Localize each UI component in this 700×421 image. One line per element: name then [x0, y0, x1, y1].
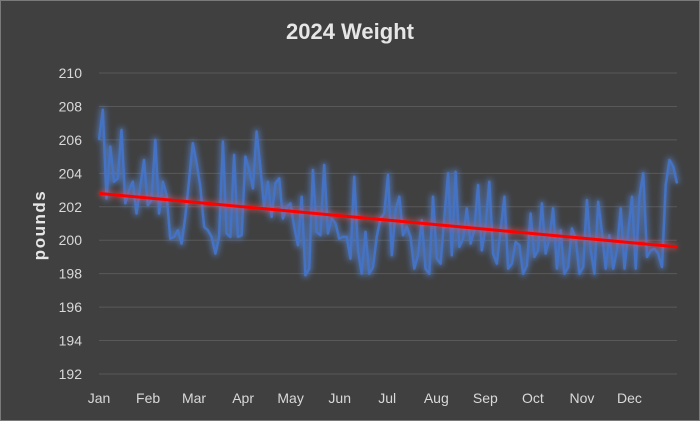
x-tick-label: Apr — [232, 390, 254, 406]
x-tick-label: Mar — [182, 390, 206, 406]
y-tick-label: 206 — [59, 132, 83, 148]
x-tick-labels: Jan Feb Mar Apr May Jun Jul Aug Sep Oct Nov Dec — [88, 390, 642, 406]
x-tick-label: Jul — [378, 390, 396, 406]
y-tick-label: 202 — [59, 199, 83, 215]
series-line-weight — [97, 108, 679, 277]
trendline-layer — [98, 190, 678, 250]
y-tick-label: 200 — [59, 232, 83, 248]
trendline — [98, 191, 678, 249]
x-tick-label: Nov — [570, 390, 595, 406]
x-tick-label: Sep — [473, 390, 498, 406]
y-tick-label: 192 — [59, 366, 83, 382]
x-tick-label: Feb — [136, 390, 160, 406]
y-tick-label: 204 — [59, 165, 83, 181]
y-tick-label: 194 — [59, 333, 83, 349]
y-tick-label: 208 — [59, 98, 83, 114]
y-tick-labels: 192 194 196 198 200 202 204 206 208 210 — [59, 65, 83, 382]
y-tick-label: 198 — [59, 266, 83, 282]
series-layer — [96, 106, 680, 279]
x-tick-label: Jun — [328, 390, 351, 406]
x-tick-label: Jan — [88, 390, 111, 406]
x-tick-label: May — [277, 390, 303, 406]
x-tick-label: Dec — [617, 390, 642, 406]
y-tick-label: 210 — [59, 65, 83, 81]
chart-title: 2024 Weight — [286, 19, 414, 44]
x-tick-label: Oct — [522, 390, 544, 406]
y-tick-label: 196 — [59, 299, 83, 315]
x-tick-label: Aug — [424, 390, 449, 406]
